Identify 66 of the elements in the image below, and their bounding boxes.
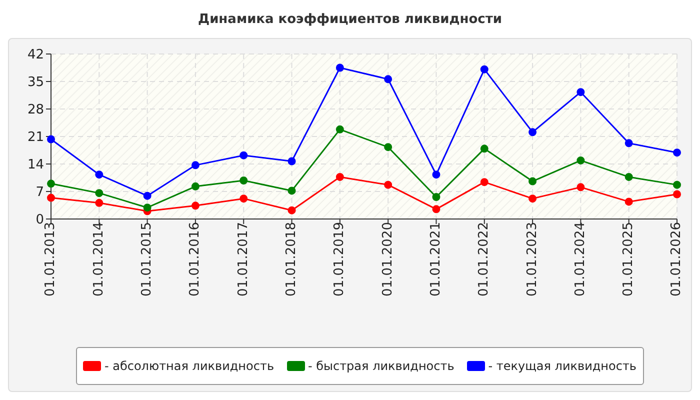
point: [576, 183, 585, 192]
point: [432, 205, 440, 214]
x-tick-label: 01.01.2015: [140, 222, 155, 296]
point: [480, 178, 488, 186]
point: [95, 198, 104, 207]
y-tick-label: 14: [27, 158, 44, 173]
x-tick-label: 01.01.2026: [669, 222, 684, 296]
y-tick-label: 35: [27, 75, 44, 90]
x-tick-label: 01.01.2025: [621, 222, 636, 296]
point: [624, 172, 633, 181]
point: [528, 177, 537, 186]
point: [240, 176, 248, 184]
x-tick-label: 01.01.2019: [332, 222, 348, 296]
point: [240, 151, 248, 160]
point: [576, 156, 585, 164]
x-tick-label: 01.01.2017: [236, 222, 251, 296]
x-tick-label: 01.01.2021: [428, 222, 444, 296]
point: [143, 192, 152, 200]
point: [47, 135, 55, 144]
x-tick-label: 01.01.2013: [43, 222, 58, 296]
point: [528, 128, 537, 136]
point: [384, 75, 392, 84]
point: [624, 198, 633, 206]
point: [191, 161, 200, 170]
legend-label: - текущая ликвидность: [488, 359, 637, 373]
x-tick-label: 01.01.2022: [476, 222, 492, 296]
y-tick-label: 28: [27, 102, 44, 118]
chart-title: Динамика коэффициентов ликвидности: [197, 11, 503, 29]
point: [336, 125, 344, 134]
y-tick-label: 7: [36, 185, 44, 200]
point: [288, 157, 296, 166]
point: [47, 194, 55, 202]
x-tick-label: 01.01.2018: [284, 222, 299, 296]
point: [576, 88, 585, 96]
x-tick-label: 01.01.2020: [380, 222, 396, 296]
point: [624, 139, 633, 148]
y-tick-label: 21: [27, 130, 44, 146]
point: [384, 143, 392, 152]
point: [47, 180, 55, 188]
y-tick-label: 42: [27, 48, 44, 63]
point: [191, 182, 200, 190]
point: [191, 202, 200, 210]
point: [143, 204, 152, 212]
point: [336, 172, 344, 181]
point: [673, 190, 681, 198]
point: [384, 180, 392, 189]
x-tick-label: 01.01.2024: [572, 222, 588, 296]
point: [95, 170, 104, 179]
point: [95, 189, 104, 198]
y-tick-label: 0: [36, 212, 44, 228]
x-tick-label: 01.01.2023: [524, 222, 540, 296]
point: [673, 148, 681, 157]
point: [288, 206, 296, 214]
point: [673, 180, 681, 189]
x-tick-label: 01.01.2014: [91, 222, 106, 296]
legend-label: - абсолютная ликвидность: [104, 359, 274, 373]
point: [336, 64, 344, 72]
point: [432, 170, 440, 179]
point: [240, 194, 248, 203]
x-tick-label: 01.01.2016: [188, 222, 203, 296]
point: [480, 65, 488, 74]
legend-label: - быстрая ликвидность: [308, 359, 454, 373]
point: [528, 194, 537, 203]
point: [480, 144, 488, 153]
point: [432, 193, 440, 201]
point: [288, 186, 296, 195]
